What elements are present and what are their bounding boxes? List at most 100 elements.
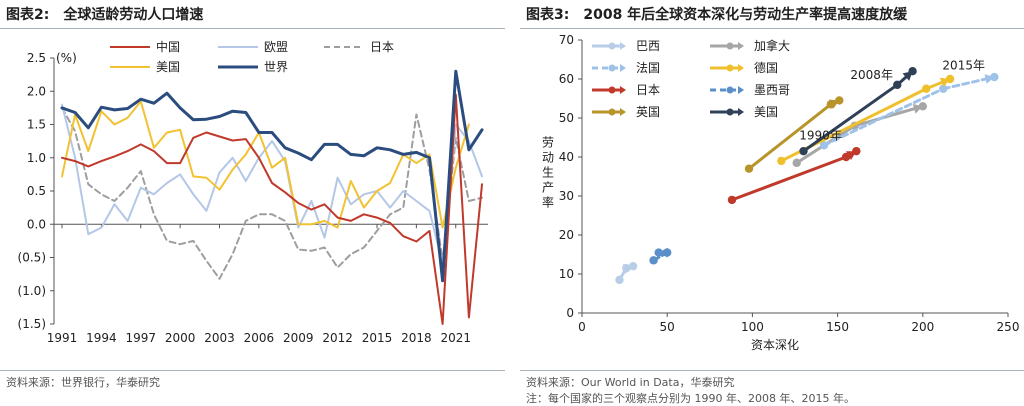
left-chart-title: 图表2: 全球适龄劳动人口增速 xyxy=(6,4,217,24)
x-tick-label: 50 xyxy=(660,320,675,334)
right-title-rule xyxy=(520,28,1024,29)
y-axis-label: 劳动生产率 xyxy=(542,136,554,210)
data-point xyxy=(799,146,808,156)
series-line-日本 xyxy=(61,106,483,280)
legend-arrowhead xyxy=(620,108,626,116)
data-point xyxy=(628,262,638,271)
legend-marker xyxy=(726,42,734,50)
data-point xyxy=(841,152,851,162)
legend-label-日本: 日本 xyxy=(370,40,394,54)
legend-label-加拿大: 加拿大 xyxy=(754,38,790,53)
y-tick-label: 2.0 xyxy=(27,84,46,98)
y-tick-label: 0.0 xyxy=(27,217,46,231)
right-chart-number: 图表3: xyxy=(526,7,570,23)
right-chart-title-text: 2008 年后全球资本深化与劳动生产率提高速度放缓 xyxy=(583,7,908,23)
legend-label-中国: 中国 xyxy=(156,39,180,54)
legend-marker xyxy=(726,108,734,116)
legend-label-美国: 美国 xyxy=(156,60,180,74)
series-line-中国 xyxy=(61,93,483,325)
left-chart-svg: 2.5 2.0 1.5 1.0 0.5 0.0 (0.5) (1.0) (1.5) (%) 1991… xyxy=(18,39,488,345)
legend-label-欧盟: 欧盟 xyxy=(264,40,288,54)
legend-arrowhead xyxy=(738,42,744,50)
data-point xyxy=(826,100,835,109)
legend-marker xyxy=(726,86,734,94)
data-point xyxy=(663,248,672,257)
legend-marker xyxy=(726,64,734,72)
data-point xyxy=(922,84,931,93)
data-point xyxy=(893,80,902,90)
x-tick-label: 250 xyxy=(997,320,1020,334)
point-annotation: 1990年 xyxy=(799,128,842,142)
y-tick-label: 1.0 xyxy=(27,151,46,165)
x-tick-label: 150 xyxy=(826,320,849,334)
left-chart-title-text: 全球适龄劳动人口增速 xyxy=(63,7,204,23)
series-segment xyxy=(822,87,945,147)
legend-label-巴西: 巴西 xyxy=(636,39,660,53)
legend-arrowhead xyxy=(620,86,626,94)
data-point xyxy=(819,141,829,150)
data-point xyxy=(622,263,631,273)
x-tick-label: 2003 xyxy=(204,331,235,345)
series-line-美国 xyxy=(61,100,470,229)
data-point xyxy=(852,146,861,156)
x-tick-label: 2006 xyxy=(244,331,275,345)
legend-arrowhead xyxy=(738,86,744,94)
legend-label-美国: 美国 xyxy=(754,105,778,119)
point-annotation: 2008年 xyxy=(850,68,893,82)
legend-marker xyxy=(608,108,616,116)
y-tick-label: 20 xyxy=(559,228,574,242)
y-tick-label: 60 xyxy=(559,72,574,86)
y-tick-label: (0.5) xyxy=(18,251,46,265)
data-point xyxy=(649,256,658,265)
x-tick-label: 100 xyxy=(741,320,764,334)
legend-arrowhead xyxy=(738,108,744,116)
legend-label-墨西哥: 墨西哥 xyxy=(754,83,790,97)
legend-label-英国: 英国 xyxy=(636,105,660,119)
y-tick-label: 30 xyxy=(559,189,574,203)
x-tick-label: 2012 xyxy=(322,331,353,345)
y-unit-label: (%) xyxy=(56,51,77,65)
series-line-欧盟 xyxy=(61,103,483,266)
x-tick-label: 2021 xyxy=(440,331,471,345)
series-日本 xyxy=(727,146,861,205)
x-tick-label: 2009 xyxy=(283,331,314,345)
y-tick-label: 1.5 xyxy=(27,118,46,132)
x-tick-label: 0 xyxy=(578,320,586,334)
x-tick-label: 1991 xyxy=(47,331,78,345)
y-tick-label: (1.0) xyxy=(18,284,46,298)
legend-marker xyxy=(608,64,616,72)
data-point xyxy=(744,164,754,173)
y-tick-label: (1.5) xyxy=(18,317,46,331)
legend-label-日本: 日本 xyxy=(636,83,660,97)
data-point xyxy=(945,74,955,84)
series-墨西哥 xyxy=(649,247,672,265)
left-title-rule xyxy=(0,28,505,29)
point-annotation: 2015年 xyxy=(942,58,985,72)
series-巴西 xyxy=(615,262,638,285)
series-line-世界 xyxy=(60,69,484,283)
legend-arrowhead xyxy=(738,64,744,72)
data-point xyxy=(654,248,663,257)
left-source-rule xyxy=(0,370,505,371)
legend-arrowhead xyxy=(620,42,626,50)
x-tick-label: 200 xyxy=(911,320,934,334)
legend-marker xyxy=(608,86,616,94)
data-point xyxy=(615,275,624,285)
left-panel: 图表2: 全球适龄劳动人口增速 2.5 2.0 1.5 1.0 0.5 0.0 (0.5) (1… xyxy=(0,0,505,406)
series-segment xyxy=(730,155,848,202)
y-tick-label: 40 xyxy=(559,150,574,164)
legend-label-世界: 世界 xyxy=(264,60,288,74)
y-tick-label: 10 xyxy=(559,267,574,281)
legend-label-德国: 德国 xyxy=(754,60,778,75)
legend-arrowhead xyxy=(620,64,626,72)
y-tick-label: 50 xyxy=(559,111,574,125)
y-tick-label: 70 xyxy=(559,33,574,47)
right-source-text: 资料来源：Our World in Data，华泰研究 xyxy=(526,376,735,389)
right-note-text: 注：每个国家的三个观察点分别为 1990 年、2008 年、2015 年。 xyxy=(526,392,855,405)
x-tick-label: 2000 xyxy=(165,331,196,345)
x-tick-label: 1994 xyxy=(86,331,117,345)
data-point xyxy=(777,156,786,166)
series-美国 xyxy=(799,67,917,156)
